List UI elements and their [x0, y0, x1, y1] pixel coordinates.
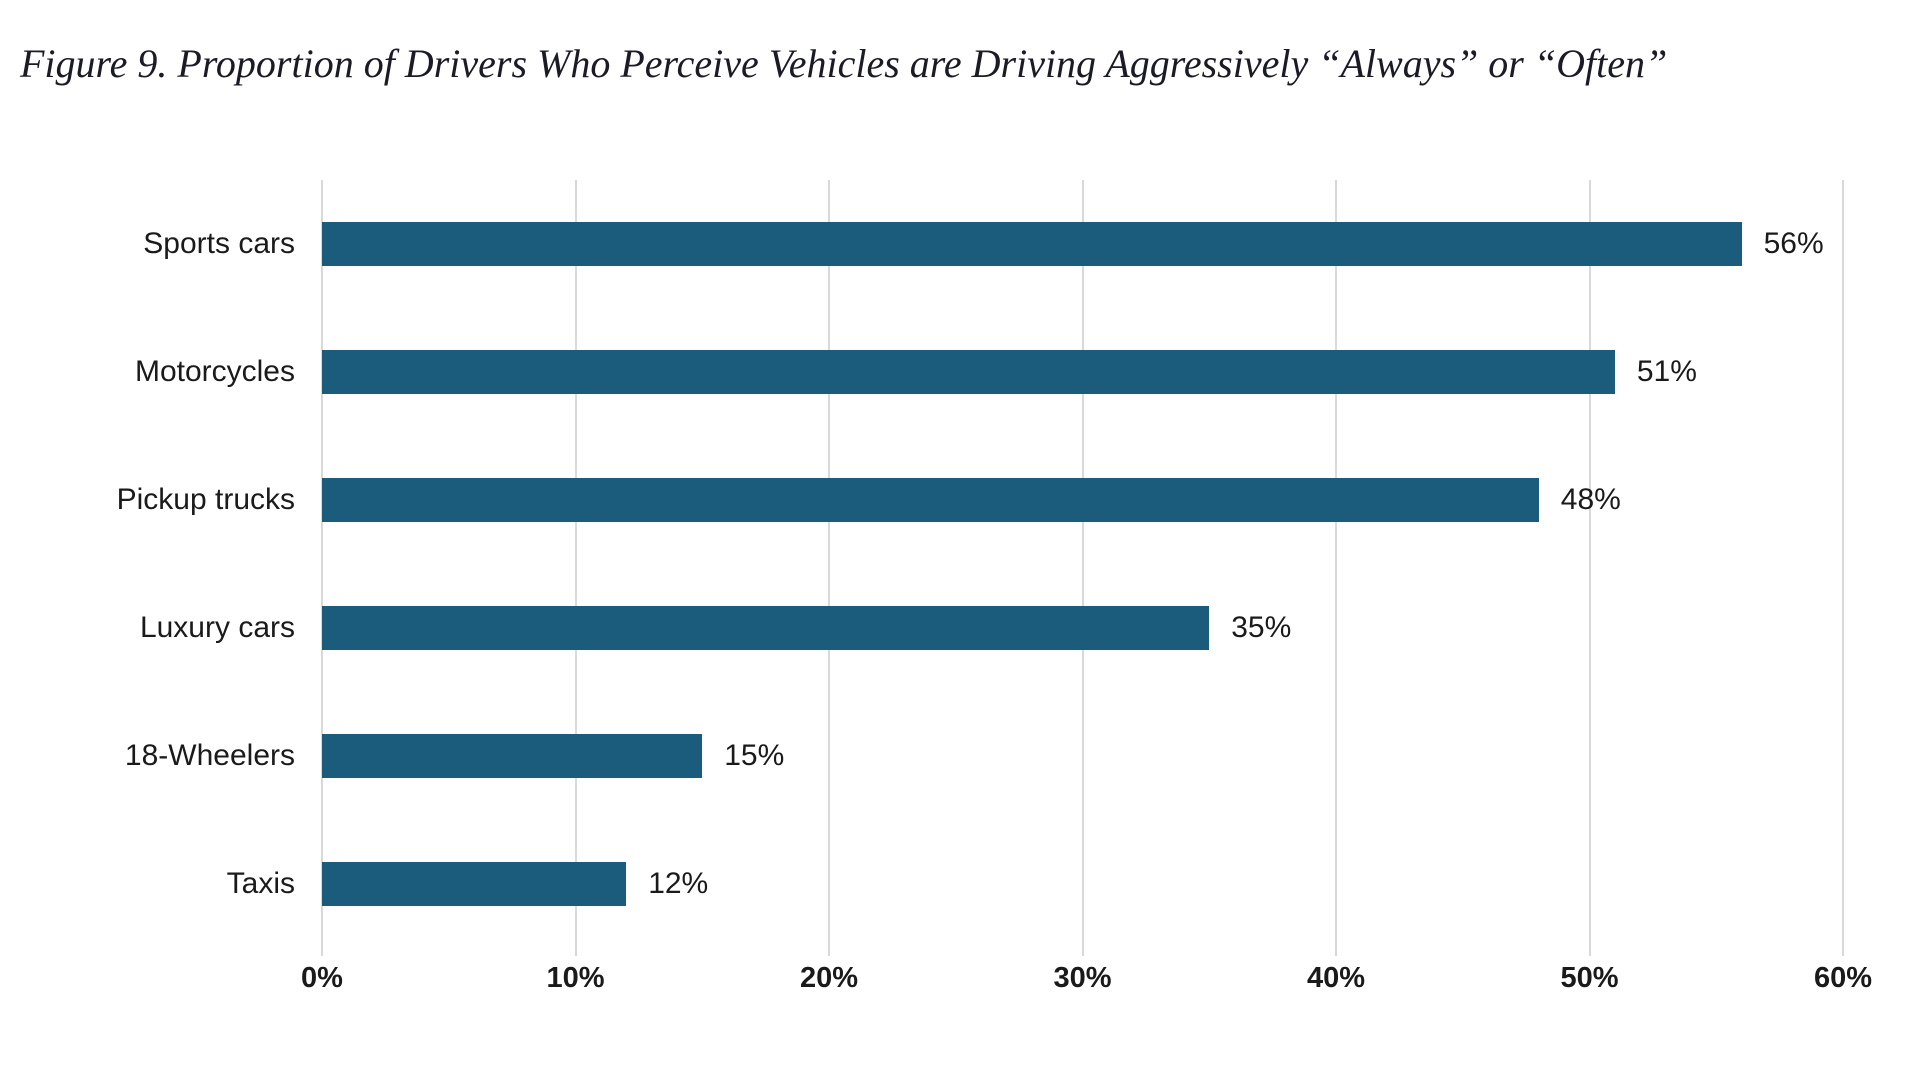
x-tick-label: 40% — [1306, 962, 1366, 994]
value-label: 56% — [1763, 227, 1824, 260]
value-label: 35% — [1231, 611, 1292, 644]
category-label: Sports cars — [143, 227, 295, 260]
bar-row: Sports cars 56% — [143, 180, 1843, 308]
category-label: Taxis — [226, 867, 295, 900]
bar-row: Taxis 12% — [227, 820, 1843, 948]
figure-title: Figure 9. Proportion of Drivers Who Perc… — [20, 41, 1668, 86]
value-label: 48% — [1560, 483, 1621, 516]
category-label: Luxury cars — [139, 611, 295, 644]
gridline-0% — [321, 180, 323, 956]
bar — [322, 350, 1615, 394]
category-label: Motorcycles — [134, 355, 295, 388]
bar-row: Luxury cars 35% — [140, 564, 1843, 692]
bar-row: 18-Wheelers 15% — [125, 692, 1843, 820]
x-tick-label: 0% — [301, 962, 343, 994]
bar — [322, 862, 627, 906]
gridline-40% — [1335, 180, 1337, 956]
bar — [322, 222, 1742, 266]
value-label: 15% — [724, 739, 785, 772]
bar — [322, 606, 1210, 650]
value-label: 12% — [648, 867, 709, 900]
x-tick-label: 60% — [1813, 962, 1873, 994]
bar-chart-plot-area: Sports cars 56% Motorcycles 51% Pickup truck… — [117, 180, 1844, 956]
gridline-60% — [1842, 180, 1844, 956]
gridline-50% — [1588, 180, 1591, 956]
bar — [322, 478, 1539, 522]
gridline-30% — [1081, 180, 1084, 956]
x-tick-label: 30% — [1053, 962, 1112, 994]
x-tick-label: 50% — [1560, 962, 1619, 994]
category-label: 18-Wheelers — [124, 739, 295, 772]
category-label: Pickup trucks — [116, 483, 295, 516]
value-label: 51% — [1636, 355, 1697, 388]
gridline-20% — [828, 180, 830, 956]
bar-row: Motorcycles 51% — [135, 308, 1843, 436]
x-tick-label: 10% — [546, 962, 605, 994]
x-axis: 0% 10% 20% 30% 40% 50% 60% — [301, 962, 1872, 1002]
bar-row: Pickup trucks 48% — [117, 436, 1843, 564]
gridline-10% — [574, 180, 577, 956]
bar — [322, 734, 703, 778]
x-tick-label: 20% — [799, 962, 859, 994]
